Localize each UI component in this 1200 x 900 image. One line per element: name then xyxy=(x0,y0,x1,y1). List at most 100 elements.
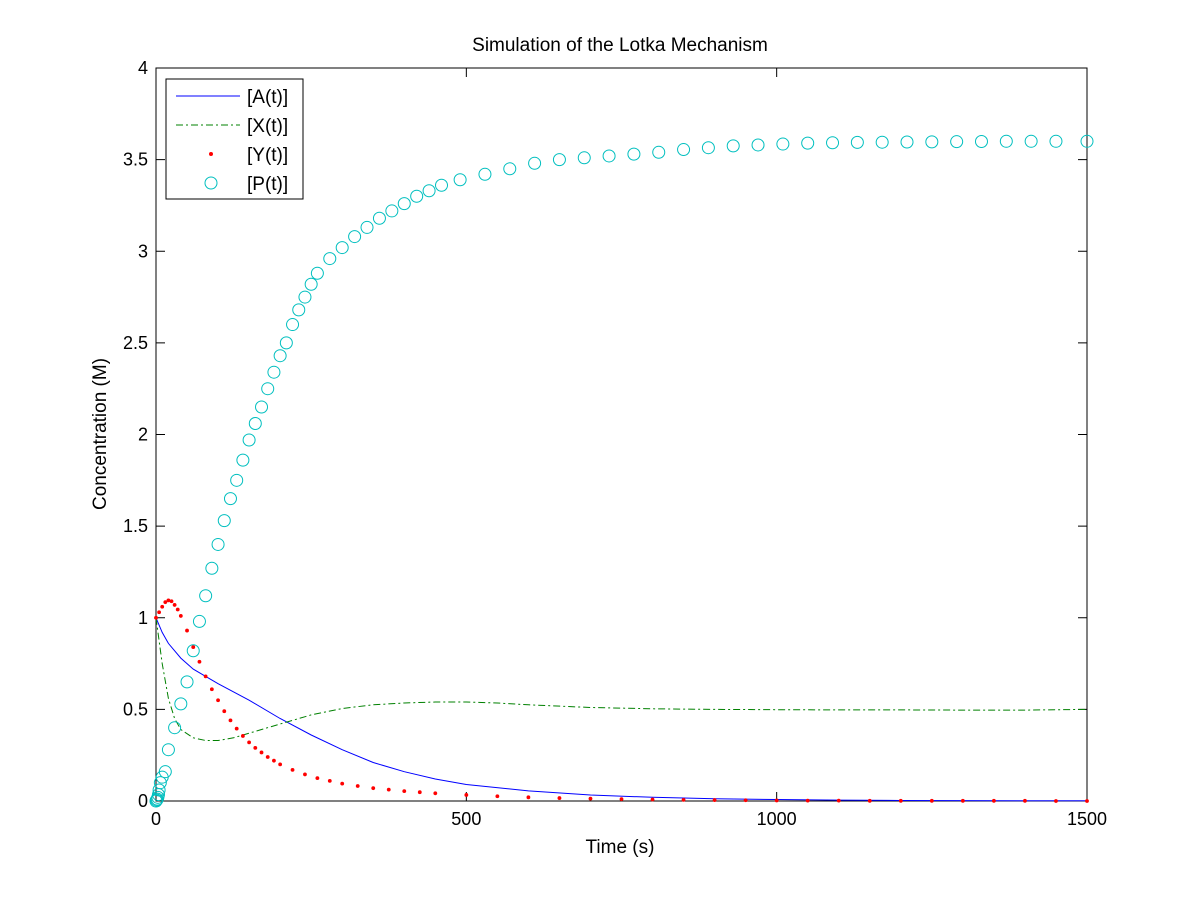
y-tick-label: 4 xyxy=(138,58,148,78)
data-point xyxy=(1049,134,1063,148)
data-point xyxy=(850,135,864,149)
data-point xyxy=(253,745,258,750)
data-point xyxy=(1085,799,1089,803)
data-point xyxy=(929,798,934,803)
plot-area xyxy=(155,67,1088,802)
series-2 xyxy=(155,617,1088,741)
data-point xyxy=(410,189,424,203)
data-point xyxy=(577,151,591,165)
data-point xyxy=(528,156,542,170)
data-point xyxy=(304,277,318,291)
data-point xyxy=(172,603,177,607)
data-point xyxy=(230,473,244,487)
legend-entry: [A(t)] xyxy=(176,87,288,108)
data-point xyxy=(272,758,276,763)
data-point xyxy=(153,776,167,790)
data-point xyxy=(335,241,349,255)
data-point xyxy=(217,514,231,528)
data-point xyxy=(209,687,214,692)
plot-series xyxy=(149,134,1094,808)
data-point xyxy=(453,173,467,187)
data-point xyxy=(1054,799,1058,803)
data-point xyxy=(152,783,166,797)
data-point xyxy=(677,143,691,157)
y-tick-label: 0 xyxy=(138,791,148,811)
data-point xyxy=(402,789,407,794)
data-point xyxy=(255,400,269,414)
data-point xyxy=(619,797,624,802)
series-line xyxy=(155,617,1088,741)
data-point xyxy=(602,149,616,163)
data-point xyxy=(992,798,996,803)
data-point xyxy=(464,793,469,797)
data-point xyxy=(185,628,189,633)
data-point xyxy=(211,537,225,551)
x-tick-label: 1500 xyxy=(1067,809,1107,829)
series-3 xyxy=(154,598,1089,803)
x-tick-label: 1000 xyxy=(757,809,797,829)
y-tick-label: 2 xyxy=(138,425,148,445)
data-point xyxy=(327,778,332,783)
legend-entry: [X(t)] xyxy=(176,116,288,137)
legend-entry: [P(t)] xyxy=(204,174,288,195)
data-point xyxy=(303,772,307,777)
data-point xyxy=(242,433,256,447)
data-point xyxy=(273,349,287,363)
chart-title: Simulation of the Lotka Mechanism xyxy=(472,35,768,56)
data-point xyxy=(265,755,270,759)
data-point xyxy=(197,659,202,664)
y-axis-title: Concentration (M) xyxy=(90,358,111,510)
data-point xyxy=(166,598,171,603)
data-point xyxy=(417,790,422,795)
y-tick-label: 3 xyxy=(138,241,148,261)
data-point xyxy=(205,561,219,575)
data-point xyxy=(900,135,914,149)
data-point xyxy=(950,135,964,149)
y-tick-label: 3.5 xyxy=(123,150,148,170)
data-point xyxy=(154,615,158,620)
data-point xyxy=(898,798,903,803)
data-point xyxy=(371,786,376,791)
legend-swatch xyxy=(209,152,213,156)
data-point xyxy=(174,697,188,711)
data-point xyxy=(360,220,374,234)
data-point xyxy=(157,610,162,615)
data-point xyxy=(588,796,593,801)
data-point xyxy=(192,614,206,628)
data-point xyxy=(726,139,740,153)
data-point xyxy=(1023,798,1027,803)
data-point xyxy=(240,734,245,738)
data-point xyxy=(422,184,436,198)
data-point xyxy=(478,167,492,181)
data-point xyxy=(652,145,666,159)
data-point xyxy=(278,762,283,767)
data-point xyxy=(186,644,200,658)
data-point xyxy=(974,134,988,148)
data-point xyxy=(801,136,815,150)
data-point xyxy=(526,795,531,800)
data-point xyxy=(168,721,182,735)
data-point xyxy=(355,784,360,788)
x-tick-label: 0 xyxy=(151,809,161,829)
data-point xyxy=(701,141,715,155)
data-point xyxy=(348,230,362,244)
legend-label: [A(t)] xyxy=(247,87,288,108)
data-point xyxy=(1024,134,1038,148)
data-point xyxy=(495,794,500,799)
data-point xyxy=(925,135,939,149)
y-tick-label: 1.5 xyxy=(123,516,148,536)
data-point xyxy=(999,134,1013,148)
axis-ticks: 0 500 1000 1500 0 0.5 1 1.5 2 2.5 3 3.5 4 xyxy=(123,58,1107,829)
legend-label: [X(t)] xyxy=(247,116,288,137)
data-point xyxy=(161,743,175,757)
data-point xyxy=(279,336,293,350)
legend-swatch xyxy=(204,176,218,190)
data-point xyxy=(234,726,239,731)
series-4 xyxy=(149,134,1094,808)
legend-entries: [A(t)] [X(t)] [Y(t)] [P(t)] xyxy=(176,87,288,195)
data-point xyxy=(216,698,220,703)
data-point xyxy=(286,318,300,332)
x-axis-title: Time (s) xyxy=(586,837,655,858)
legend-label: [Y(t)] xyxy=(247,145,288,166)
